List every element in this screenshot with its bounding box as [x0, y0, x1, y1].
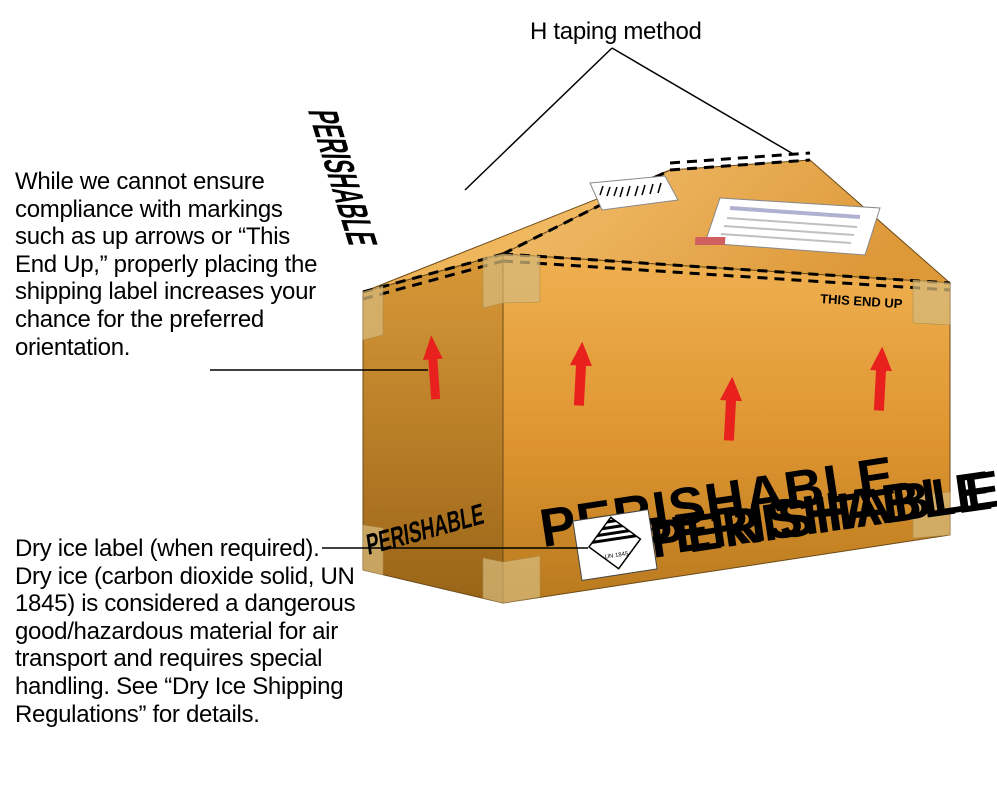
callout-dryice: Dry ice label (when required). Dry ice (… [15, 535, 357, 728]
dryice-label: UN 1845 [573, 510, 657, 581]
callout-taping: H taping method [530, 18, 830, 46]
callout-orientation: While we cannot ensure compliance with m… [15, 168, 337, 361]
